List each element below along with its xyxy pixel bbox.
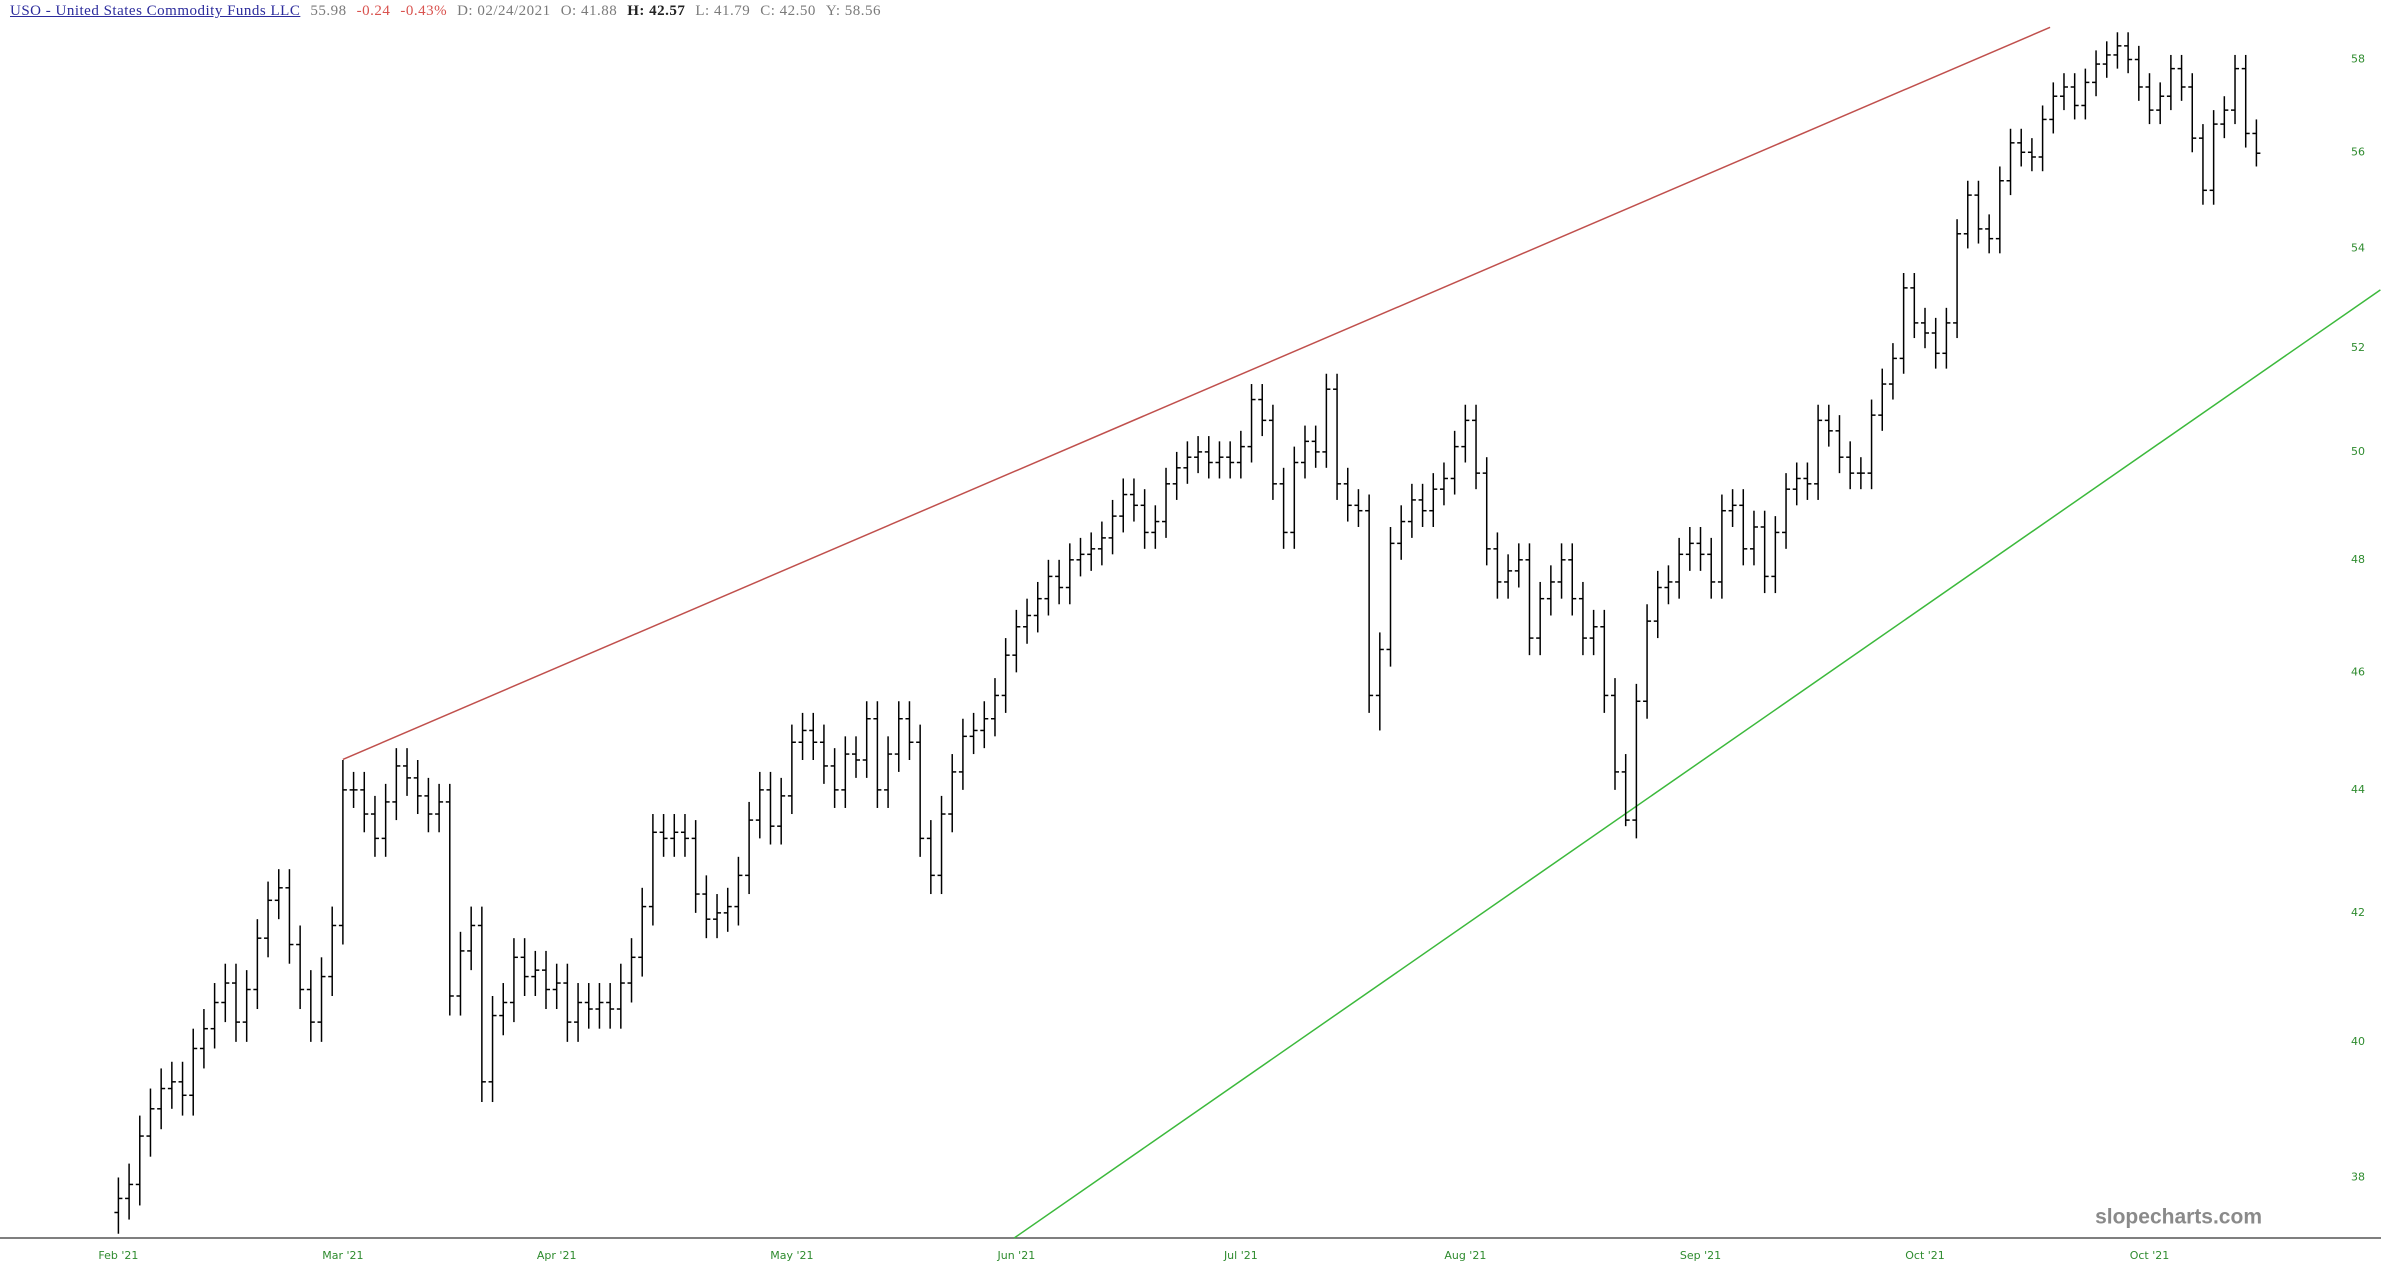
ohlc-field: L: 41.79 — [695, 3, 751, 19]
y-tick-label: 54 — [2351, 241, 2365, 254]
change: -0.24 — [356, 3, 391, 19]
ohlc-field: H: 42.57 — [627, 3, 686, 19]
ohlc-field: Y: 58.56 — [825, 3, 882, 19]
x-tick-label: Oct '21 — [2130, 1249, 2170, 1262]
x-tick-label: Mar '21 — [322, 1249, 363, 1262]
header: USO - United States Commodity Funds LLC 5… — [10, 3, 901, 20]
x-tick-label: Sep '21 — [1680, 1249, 1721, 1262]
x-tick-label: Aug '21 — [1444, 1249, 1486, 1262]
y-tick-label: 58 — [2351, 52, 2365, 65]
symbol-title[interactable]: USO - United States Commodity Funds LLC — [10, 3, 301, 19]
x-tick-label: Jun '21 — [997, 1249, 1036, 1262]
x-tick-label: May '21 — [770, 1249, 813, 1262]
y-tick-label: 52 — [2351, 341, 2365, 354]
last-price: 55.98 — [310, 3, 347, 19]
y-tick-label: 44 — [2351, 783, 2365, 796]
y-tick-label: 50 — [2351, 445, 2365, 458]
trendline — [342, 26, 2051, 761]
y-tick-label: 56 — [2351, 145, 2365, 158]
ohlc-field: D: 02/24/2021 — [457, 3, 551, 19]
trendline — [1013, 289, 2381, 1239]
change-pct: -0.43% — [400, 3, 448, 19]
y-tick-label: 38 — [2351, 1170, 2365, 1183]
ohlc-field: O: 41.88 — [560, 3, 618, 19]
x-tick-label: Apr '21 — [537, 1249, 577, 1262]
watermark: slopecharts.com — [2095, 1206, 2262, 1229]
ohlc-field: C: 42.50 — [760, 3, 816, 19]
y-tick-label: 48 — [2351, 553, 2365, 566]
y-tick-label: 46 — [2351, 665, 2365, 678]
y-tick-label: 42 — [2351, 906, 2365, 919]
ohlc-fields: D: 02/24/2021 O: 41.88 H: 42.57 L: 41.79 C: … — [457, 3, 891, 19]
x-tick-label: Feb '21 — [98, 1249, 138, 1262]
y-tick-label: 40 — [2351, 1035, 2365, 1048]
x-tick-label: Oct '21 — [1905, 1249, 1945, 1262]
x-tick-label: Jul '21 — [1223, 1249, 1258, 1262]
